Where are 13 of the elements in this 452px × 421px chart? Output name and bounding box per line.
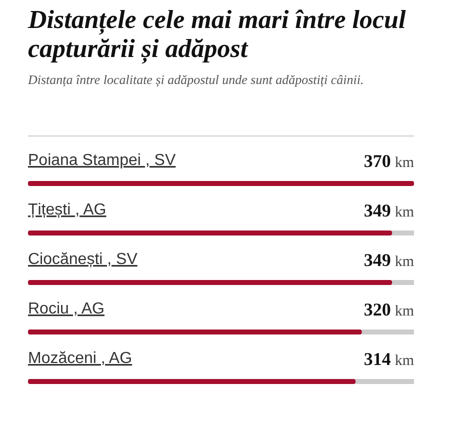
chart-subtitle: Distanța între localitate și adăpostul unde sunt adăpostiți câinii. (27, 72, 364, 87)
y-tick-label: Mozăceni , AG (28, 350, 132, 367)
y-tick-label: Ciocănești , SV (28, 251, 138, 268)
chart-title: Distanțele cele mai mari între locul capturării și adăpost (27, 5, 406, 64)
data-label: 320 km (364, 300, 414, 320)
y-tick-label: Poiana Stampei , SV (28, 152, 176, 169)
data-label: 314 km (364, 349, 414, 369)
data-label: 370 km (364, 151, 414, 171)
y-tick-label: Rociu , AG (28, 300, 104, 318)
data-label: 349 km (364, 200, 414, 220)
bar (28, 181, 414, 186)
y-tick-label: Țițești , AG (28, 202, 106, 218)
data-label: 349 km (364, 250, 414, 270)
